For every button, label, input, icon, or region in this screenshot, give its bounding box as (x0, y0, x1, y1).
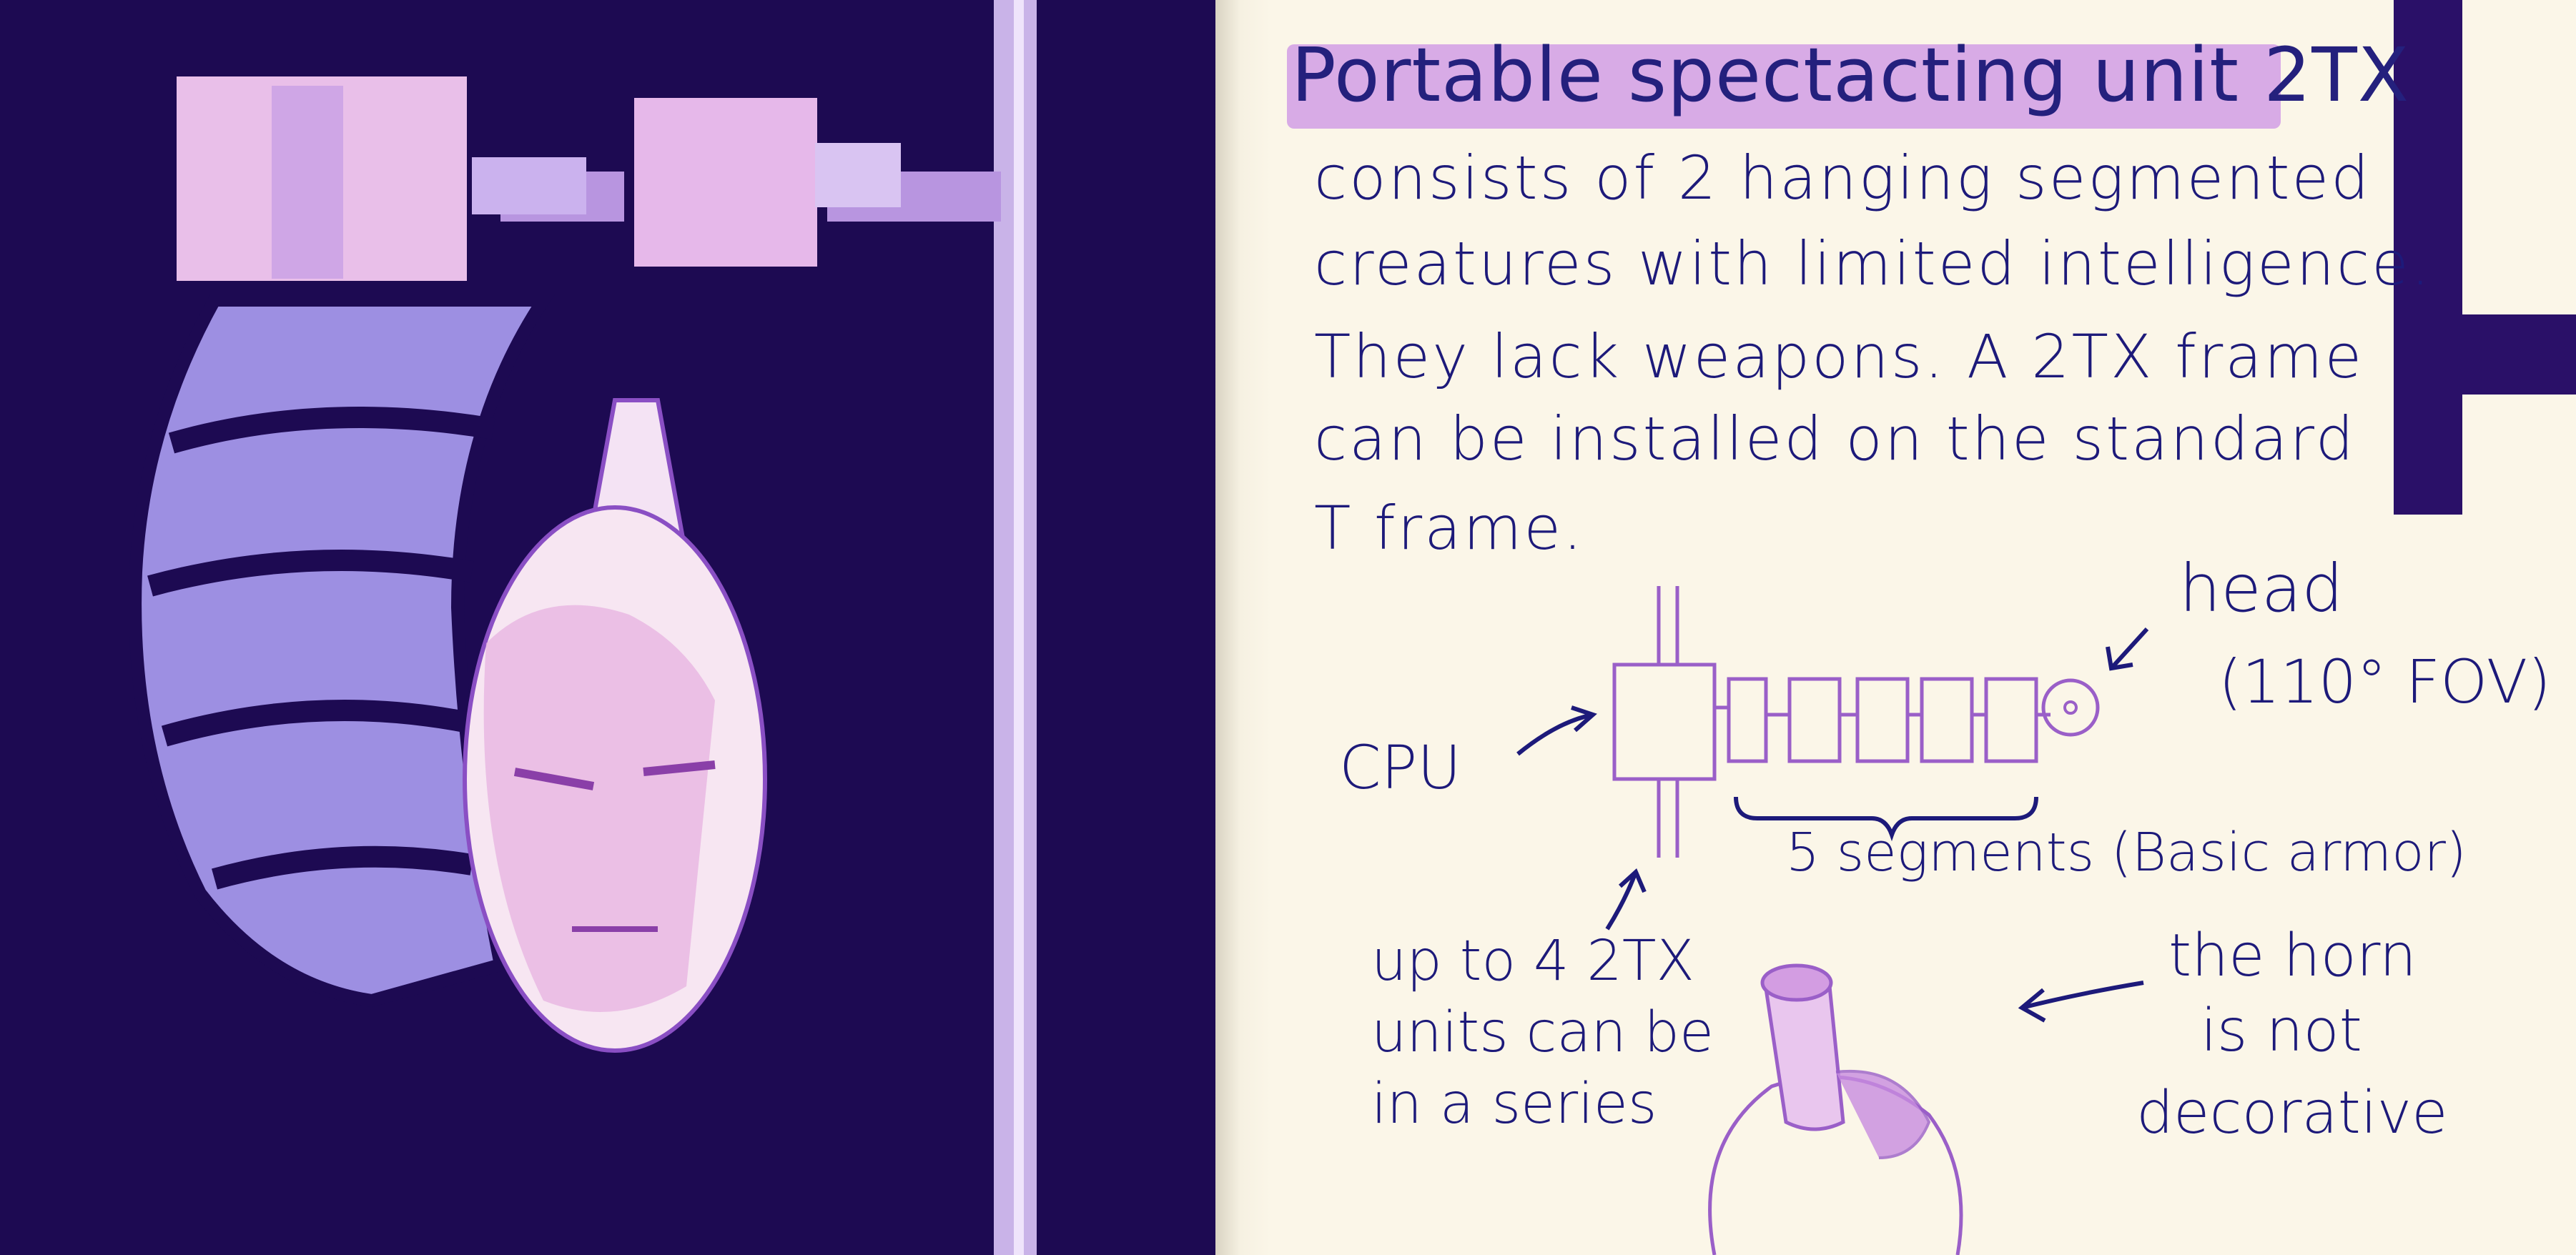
horn-note-line: is not (2201, 997, 2362, 1065)
page-tab-vertical (2394, 0, 2462, 515)
series-note-line: up to 4 2TX (1371, 929, 1694, 993)
segment-box (1920, 677, 1974, 763)
cpu-arrow (1516, 713, 1594, 756)
creature-illustration (129, 0, 1037, 1255)
page-tab-horizontal (2394, 314, 2576, 395)
head-label: head (2179, 550, 2344, 627)
segments-brace (1734, 796, 2038, 842)
horn-arrow (2021, 981, 2144, 1010)
horn-note-line: the horn (2168, 922, 2417, 990)
head-circle (2041, 678, 2100, 737)
segment-box (1984, 677, 2038, 763)
series-arrow (1605, 870, 1638, 931)
series-note-line: in a series (1371, 1072, 1657, 1136)
frame-block-right (624, 88, 827, 277)
body-line: T frame. (1314, 493, 1584, 563)
cpu-box (1612, 663, 1717, 781)
segments-label: 5 segments (Basic armor) (1786, 822, 2467, 883)
body-line: can be installed on the standard (1314, 404, 2356, 474)
segmented-body (129, 294, 556, 1008)
horn-note-line: decorative (2136, 1079, 2448, 1147)
unit-diagram (1516, 586, 2149, 1255)
segment-box (1727, 677, 1768, 763)
page-title: Portable spectacting unit 2TX (1291, 31, 2410, 119)
cpu-label: CPU (1339, 733, 1461, 803)
body-line: consists of 2 hanging segmented (1314, 143, 2372, 213)
title-highlight (1287, 44, 2281, 129)
book-spine (1215, 0, 1271, 1255)
segment-box (1855, 677, 1910, 763)
head-arrow (2109, 627, 2149, 670)
body-line: They lack weapons. A 2TX frame (1314, 322, 2364, 392)
body-line: creatures with limited intelligence. (1314, 229, 2432, 299)
notes-page: Portable spectacting unit 2TX consists o… (1271, 0, 2576, 1255)
sketch-page (0, 0, 1215, 1255)
series-note-line: units can be (1371, 1001, 1714, 1065)
fov-label: (110° FOV) (2219, 647, 2551, 717)
segment-box (1787, 677, 1842, 763)
